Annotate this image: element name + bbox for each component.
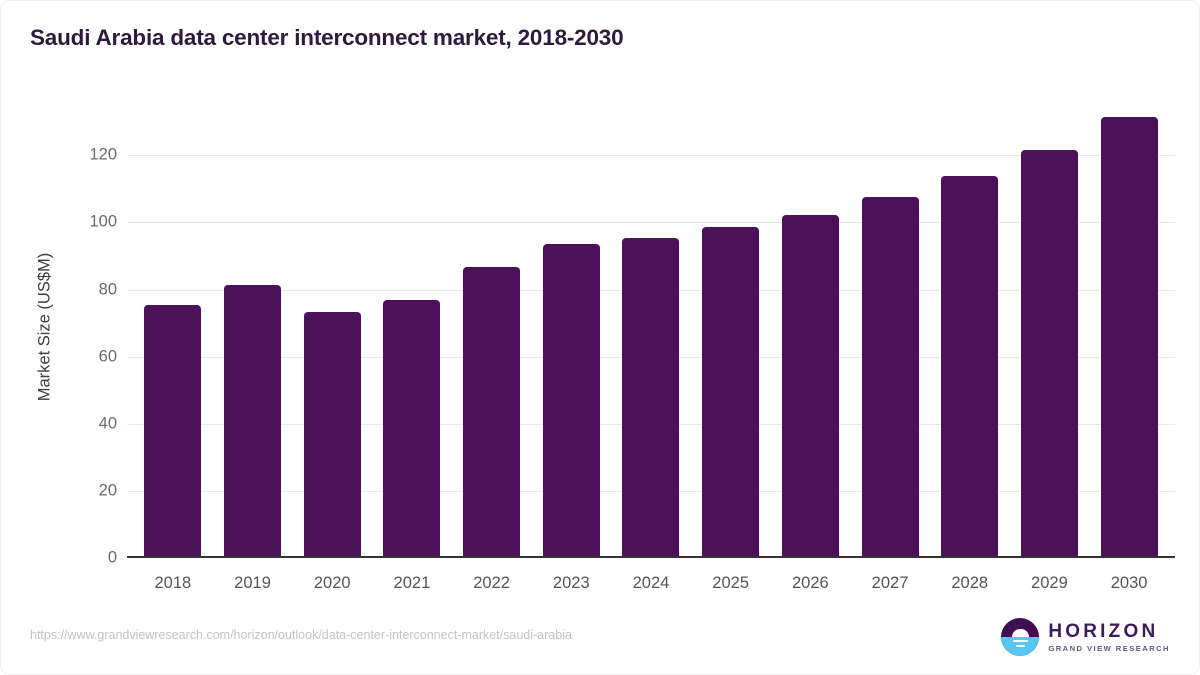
horizon-logo: HORIZON GRAND VIEW RESEARCH [1001, 618, 1170, 656]
logo-water-half [1001, 637, 1040, 656]
bar[interactable] [941, 175, 999, 558]
x-tick-label: 2026 [791, 574, 829, 592]
logo-wordmark: HORIZON [1048, 620, 1159, 642]
x-tick-label: 2020 [313, 574, 351, 592]
bar[interactable] [781, 214, 839, 558]
logo-subtitle: GRAND VIEW RESEARCH [1048, 643, 1170, 653]
x-tick-label: 2018 [154, 574, 192, 592]
x-tick-label: 2023 [552, 574, 590, 592]
logo-text: HORIZON GRAND VIEW RESEARCH [1048, 622, 1170, 653]
bar[interactable] [463, 267, 521, 558]
y-tick-label: 80 [98, 280, 117, 299]
y-tick-label: 60 [98, 347, 117, 366]
bar-group: 2018 2019 2020 2021 2022 2023 2024 2025 2026 2027… [127, 95, 1175, 592]
bar-slot: 2019 [213, 95, 293, 592]
bar-slot: 2025 [691, 95, 771, 592]
bar[interactable] [1020, 149, 1078, 558]
bar-slot: 2023 [531, 95, 611, 592]
x-tick-label: 2030 [1110, 574, 1148, 592]
bar[interactable] [622, 237, 680, 558]
x-tick-label: 2024 [632, 574, 670, 592]
bar[interactable] [1100, 116, 1158, 558]
x-tick-label: 2028 [951, 574, 989, 592]
x-tick-label: 2022 [473, 574, 510, 592]
logo-sun-shape [1011, 628, 1029, 637]
x-tick-label: 2029 [1031, 574, 1068, 592]
y-tick-label: 100 [89, 212, 117, 231]
y-tick-label: 20 [98, 481, 117, 500]
x-tick-label: 2025 [712, 574, 750, 592]
bar[interactable] [861, 197, 919, 558]
y-axis-title: Market Size (US$M) [35, 252, 54, 401]
bar[interactable] [224, 284, 282, 558]
gridline [127, 155, 1175, 157]
y-tick-label: 40 [98, 414, 117, 433]
bar[interactable] [702, 227, 760, 558]
x-tick-label: 2027 [871, 574, 909, 592]
y-tick-label: 0 [107, 548, 117, 567]
bar-slot: 2022 [452, 95, 532, 592]
bar[interactable] [303, 312, 361, 558]
bar-slot: 2027 [850, 95, 930, 592]
y-tick-label: 120 [89, 145, 117, 164]
bar-slot: 2024 [611, 95, 691, 592]
plot-area: Market Size (US$M) 0 20 40 60 80 100 120 2018 2… [36, 95, 1175, 592]
bar[interactable] [383, 299, 441, 558]
horizon-sun-circle-icon [1001, 618, 1040, 656]
bar-slot: 2028 [930, 95, 1010, 592]
bar-slot: 2020 [292, 95, 372, 592]
bar[interactable] [542, 244, 600, 558]
bar-slot: 2029 [1010, 95, 1090, 592]
bar-slot: 2030 [1089, 95, 1169, 592]
gridline [127, 222, 1175, 224]
x-tick-label: 2019 [234, 574, 271, 592]
x-axis-line [127, 556, 1175, 558]
bar-slot: 2026 [771, 95, 851, 592]
bar-slot: 2021 [372, 95, 452, 592]
source-url[interactable]: https://www.grandviewresearch.com/horizo… [30, 628, 572, 642]
x-tick-label: 2021 [393, 574, 431, 592]
bar[interactable] [144, 305, 202, 558]
page-title: Saudi Arabia data center interconnect ma… [30, 25, 624, 50]
bar-slot: 2018 [133, 95, 213, 592]
logo-ray-upper [1012, 639, 1028, 642]
logo-ray-lower [1015, 644, 1025, 647]
